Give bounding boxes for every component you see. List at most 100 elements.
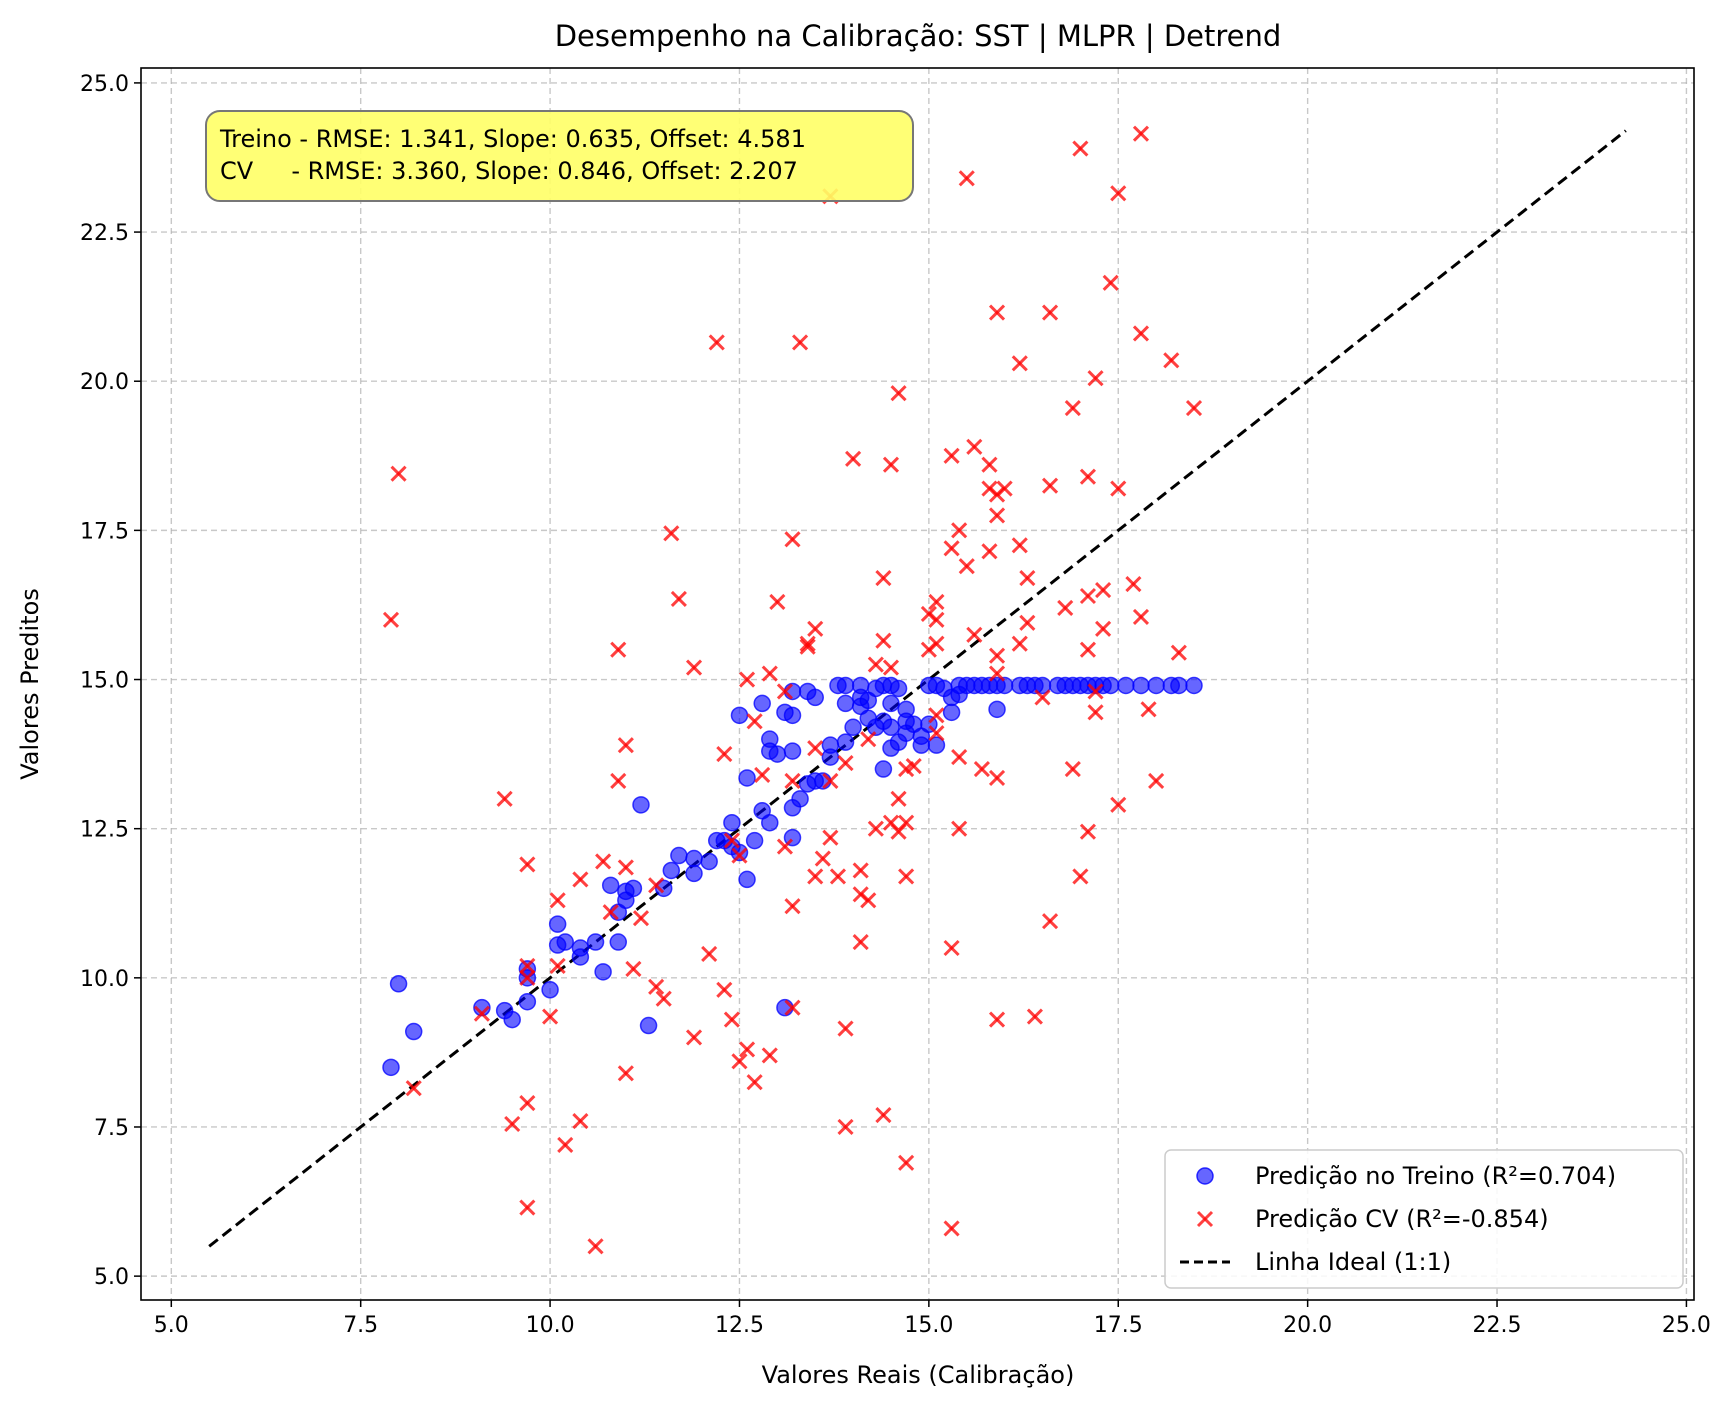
train-point — [556, 933, 574, 951]
cv-point — [867, 656, 884, 673]
train-point — [730, 706, 749, 725]
train-point — [518, 992, 537, 1011]
cv-point — [988, 507, 1006, 524]
train-point — [806, 688, 824, 707]
legend-train-label: Predição no Treino (R²=0.704) — [1255, 1162, 1616, 1190]
cv-point — [943, 1220, 960, 1237]
y-tick-label: 15.0 — [80, 669, 129, 694]
train-point — [632, 796, 650, 814]
y-tick-label: 10.0 — [80, 967, 129, 992]
train-point — [601, 876, 620, 895]
train-point — [609, 933, 628, 951]
train-point — [571, 939, 590, 957]
cv-point — [784, 772, 801, 790]
cv-point — [958, 558, 975, 575]
cv-point — [807, 620, 824, 637]
cv-point — [1110, 480, 1127, 497]
cv-point — [1079, 823, 1097, 840]
cv-point — [928, 611, 945, 628]
cv-point — [807, 740, 824, 757]
cv-point — [519, 856, 536, 873]
cv-point — [769, 593, 786, 611]
plot-frame — [140, 67, 1695, 1301]
train-point — [836, 694, 855, 713]
train-point — [783, 706, 802, 725]
cv-point — [519, 1095, 536, 1112]
cv-point — [670, 590, 687, 608]
cv-point — [1034, 689, 1051, 706]
cv-point — [754, 766, 771, 784]
cv-point — [799, 638, 816, 655]
train-point — [1117, 676, 1135, 695]
train-point — [745, 831, 764, 850]
train-point — [639, 1016, 658, 1035]
train-point — [594, 963, 612, 981]
cv-point — [519, 957, 536, 974]
x-tick-label: 25.0 — [1662, 1313, 1711, 1338]
cv-point — [928, 635, 945, 652]
cv-point — [799, 635, 816, 652]
cv-point — [905, 757, 922, 775]
train-point — [389, 975, 408, 993]
cv-point — [1095, 620, 1112, 637]
train-point — [1132, 676, 1150, 695]
train-point — [761, 813, 779, 832]
cv-point — [1170, 644, 1187, 661]
cv-point — [928, 707, 945, 724]
cv-point — [390, 465, 407, 482]
train-point — [654, 879, 673, 898]
cv-point — [928, 593, 945, 611]
cv-point — [1110, 796, 1127, 813]
cv-point — [814, 850, 831, 867]
cv-point — [898, 814, 915, 831]
cv-point — [860, 731, 877, 748]
cv-point — [382, 611, 400, 628]
cv-point — [1011, 537, 1028, 554]
cv-point — [784, 531, 801, 548]
train-point — [942, 703, 961, 722]
train-point — [1185, 676, 1203, 695]
cv-point — [966, 626, 983, 643]
cv-point — [943, 447, 960, 464]
cv-point — [981, 456, 998, 473]
metrics-annotation: Treino - RMSE: 1.341, Slope: 0.635, Offs… — [205, 110, 914, 202]
cv-point — [504, 1115, 521, 1133]
cv-point — [776, 838, 793, 855]
cv-point — [1072, 868, 1089, 885]
train-point — [518, 960, 537, 978]
cv-point — [617, 737, 634, 754]
cv-point — [595, 853, 612, 870]
cv-point — [746, 713, 763, 730]
cv-point — [958, 170, 975, 187]
metrics-annotation-box — [205, 110, 914, 202]
cv-point — [1019, 614, 1036, 631]
cv-point — [898, 868, 915, 885]
cv-point — [852, 862, 869, 879]
cv-point — [1057, 599, 1074, 616]
cv-point — [1042, 477, 1059, 494]
train-point — [700, 852, 718, 871]
train-point — [768, 745, 787, 763]
train-point — [382, 1058, 400, 1077]
cv-point — [951, 820, 968, 837]
train-point — [821, 736, 840, 754]
cv-point — [867, 820, 884, 837]
cv-point — [1079, 468, 1097, 485]
cv-point — [685, 659, 703, 676]
cv-point — [776, 683, 793, 700]
y-tick-label: 5.0 — [94, 1265, 129, 1290]
cv-point — [542, 1008, 559, 1025]
cv-point — [981, 543, 998, 560]
cv-point — [988, 1011, 1006, 1028]
train-point — [882, 694, 900, 713]
cv-point — [951, 749, 968, 766]
train-point — [988, 700, 1006, 719]
cv-point — [549, 892, 566, 909]
train-point — [874, 760, 893, 778]
cv-point — [663, 525, 680, 542]
train-point — [624, 879, 643, 898]
x-tick-label: 17.5 — [1094, 1313, 1143, 1338]
train-point — [753, 694, 771, 713]
cv-point — [973, 760, 990, 778]
cv-point — [572, 1112, 589, 1130]
